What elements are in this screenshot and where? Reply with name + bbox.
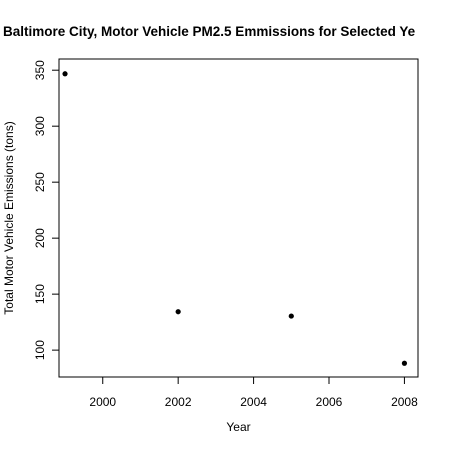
- y-axis: 100 150 200 250 300 350: [33, 60, 60, 360]
- x-axis-label: Year: [226, 420, 250, 434]
- data-point: [401, 360, 408, 366]
- y-axis-label: Total Motor Vehicle Emissions (tons): [2, 121, 16, 314]
- chart-title: Baltimore City, Motor Vehicle PM2.5 Emmi…: [3, 24, 416, 39]
- x-axis: 2000 2002 2004 2006 2008: [89, 376, 418, 409]
- y-tick-label: 300: [33, 116, 47, 136]
- data-point: [288, 313, 294, 319]
- y-tick-label: 100: [33, 340, 47, 360]
- y-tick-label: 250: [33, 172, 47, 192]
- y-tick-label: 350: [33, 60, 47, 80]
- y-tick-label: 200: [33, 228, 47, 248]
- x-tick-label: 2004: [240, 395, 267, 409]
- x-tick-label: 2008: [391, 395, 418, 409]
- data-point: [62, 71, 68, 77]
- x-tick-label: 2002: [165, 395, 192, 409]
- data-points: [62, 71, 408, 366]
- x-tick-label: 2000: [89, 395, 116, 409]
- x-tick-label: 2006: [316, 395, 343, 409]
- data-point: [175, 309, 181, 315]
- y-tick-label: 150: [33, 284, 47, 304]
